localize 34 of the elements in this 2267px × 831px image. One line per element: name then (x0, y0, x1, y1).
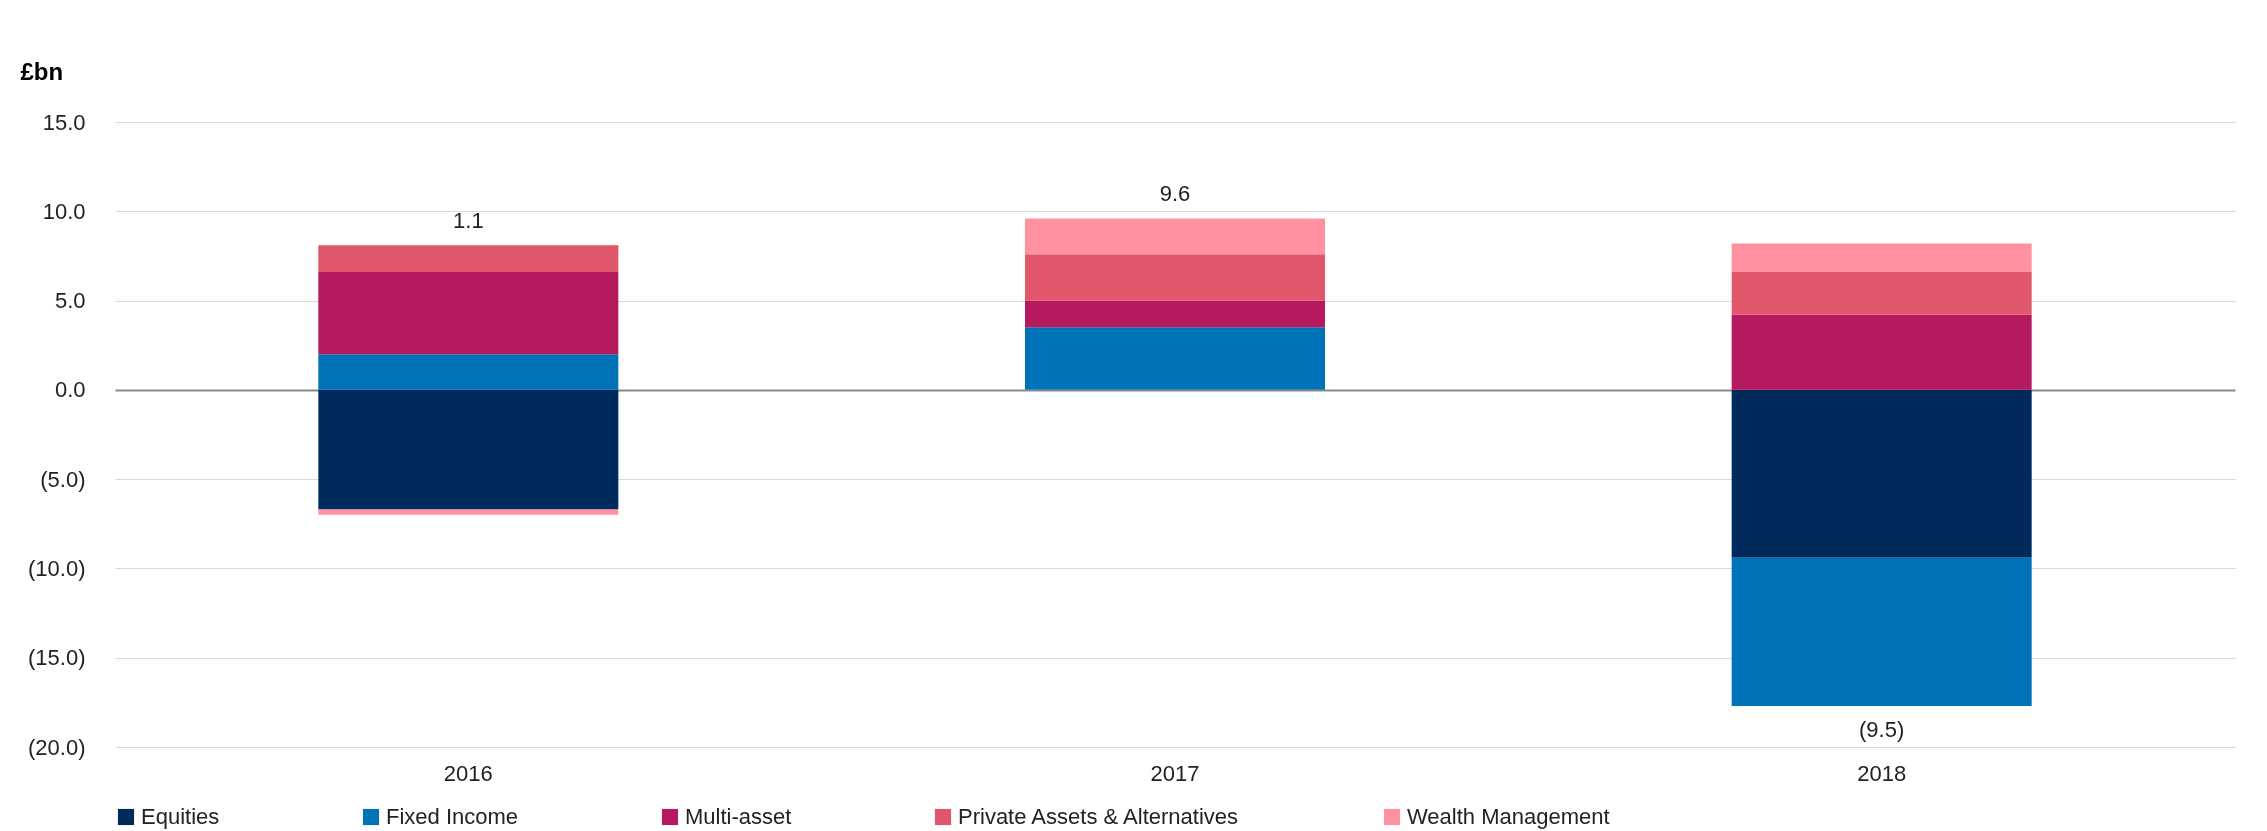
x-tick-label: 2017 (1150, 760, 1200, 786)
y-tick-label: 5.0 (54, 288, 86, 314)
bar (318, 354, 619, 390)
bar (1025, 327, 1325, 390)
total-label: 1.1 (453, 208, 484, 234)
y-tick-label: 15.0 (42, 109, 86, 135)
bar (1731, 272, 2032, 315)
bar (318, 272, 619, 355)
x-tick-label: 2018 (1857, 760, 1907, 786)
bar (318, 389, 619, 510)
y-tick-label: (5.0) (40, 466, 86, 492)
legend-label: Private Assets & Alternatives (958, 804, 1239, 829)
bar (1025, 218, 1325, 255)
total-label: 9.6 (1159, 181, 1191, 207)
legend-label: Multi-asset (685, 804, 792, 829)
y-tick-label: (20.0) (28, 734, 86, 760)
x-tick-label: 2016 (443, 760, 493, 786)
bar (318, 509, 619, 515)
y-tick-label: 10.0 (42, 198, 86, 224)
y-tick-label: 0.0 (54, 377, 86, 403)
y-tick-label: (10.0) (28, 555, 86, 581)
bar (1025, 254, 1325, 301)
total-label: (9.5) (1859, 716, 1905, 742)
y-tick-label: (15.0) (28, 645, 86, 671)
legend-label: Wealth Management (1407, 804, 1610, 829)
legend-label: Fixed Income (386, 804, 519, 829)
bar (1731, 389, 2032, 558)
bar (1025, 300, 1325, 328)
bar (1731, 243, 2032, 272)
legend-label: Equities (141, 804, 220, 829)
y-axis-title: £bn (20, 57, 64, 85)
bar (1731, 557, 2032, 706)
bar (318, 245, 619, 272)
bar (1731, 314, 2032, 390)
